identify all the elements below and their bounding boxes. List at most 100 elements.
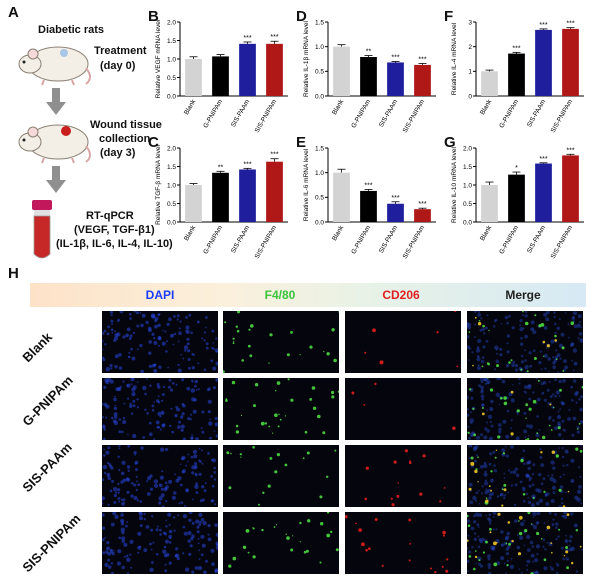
x-tick-label: SIS-PNIPAm: [550, 99, 575, 135]
y-axis-label: Relative IL-1β mRNA level: [303, 20, 310, 97]
bar-sis-pnipam: [562, 155, 579, 222]
y-tick-label: 1.5: [167, 38, 176, 45]
assay-label: RT-qPCR: [86, 210, 134, 222]
bar-g-pnipam: [360, 190, 377, 222]
y-tick-label: 1.5: [315, 145, 324, 152]
micrograph-sis-pnipam-cd206: [345, 512, 461, 574]
bar-blank: [333, 172, 350, 222]
micrograph-g-pnipam-cd206: [345, 378, 461, 440]
y-tick-label: 2: [468, 44, 472, 51]
y-tick-label: 0.0: [315, 219, 324, 226]
micrograph-sis-pnipam-dapi: [102, 512, 218, 574]
y-tick-label: 3: [468, 19, 472, 26]
row-label-sis-pnipam: SIS-PNIPAm: [19, 510, 84, 575]
y-tick-label: 1.0: [315, 44, 324, 51]
significance-label: ***: [539, 22, 547, 29]
x-tick-label: SIS-PAAm: [230, 99, 251, 129]
y-tick-label: 2.0: [167, 19, 176, 26]
significance-label: ***: [243, 35, 251, 42]
y-tick-label: 1: [468, 69, 472, 76]
y-tick-label: 0.5: [315, 195, 324, 202]
x-tick-label: Blank: [183, 224, 198, 242]
x-tick-label: Blank: [479, 224, 494, 242]
row-label-sis-paam: SIS-PAAm: [19, 439, 75, 495]
y-tick-label: 1.0: [463, 182, 472, 189]
x-tick-label: SIS-PNIPAm: [402, 99, 427, 135]
significance-label: ***: [243, 161, 251, 168]
micrograph-sis-paam-dapi: [102, 445, 218, 507]
significance-label: ***: [566, 21, 574, 28]
x-tick-label: Blank: [183, 98, 198, 116]
row-label-g-pnipam: G-PNIPAm: [19, 372, 76, 429]
panel-letter-h: H: [8, 265, 19, 282]
y-axis-label: Relative IL-6 mRNA level: [303, 148, 310, 221]
bar-sis-pnipam: [414, 209, 431, 222]
y-axis-label: Relative IL-4 mRNA level: [451, 22, 458, 95]
x-tick-label: SIS-PAAm: [378, 99, 399, 129]
x-tick-label: Blank: [331, 98, 346, 116]
significance-label: ***: [270, 34, 278, 41]
x-tick-label: G-PNIPAm: [498, 225, 520, 256]
significance-label: ***: [418, 56, 426, 63]
bar-sis-pnipam: [414, 64, 431, 96]
y-tick-label: 1.0: [167, 182, 176, 189]
micrograph-sis-paam-cd206: [345, 445, 461, 507]
genes-label-1: (VEGF, TGF-β1): [74, 224, 155, 236]
wound-label-1: Wound tissue: [90, 119, 162, 131]
column-header-merge: Merge: [505, 288, 541, 302]
y-tick-label: 1.5: [167, 164, 176, 171]
significance-label: *: [515, 165, 518, 172]
micrograph-g-pnipam-f480: [223, 378, 339, 440]
panel-letter-f: F: [444, 8, 454, 25]
wound-label-2: collection: [99, 133, 151, 145]
y-tick-label: 0.0: [167, 93, 176, 100]
bar-sis-paam: [535, 163, 552, 222]
x-tick-label: SIS-PAAm: [230, 225, 251, 255]
y-tick-label: 2.0: [167, 145, 176, 152]
micrograph-blank-f480: [223, 311, 339, 373]
significance-label: ***: [418, 201, 426, 208]
bar-sis-paam: [535, 29, 552, 96]
x-tick-label: G-PNIPAm: [498, 99, 520, 130]
column-header-dapi: DAPI: [145, 288, 175, 302]
significance-label: **: [218, 164, 224, 171]
x-tick-label: G-PNIPAm: [350, 225, 372, 256]
y-tick-label: 2.0: [463, 145, 472, 152]
bar-sis-paam: [239, 43, 256, 96]
x-tick-label: SIS-PNIPAm: [402, 225, 427, 261]
micrograph-sis-pnipam-f480: [223, 512, 339, 574]
x-tick-label: G-PNIPAm: [202, 225, 224, 256]
bar-blank: [185, 185, 202, 222]
significance-label: ***: [364, 182, 372, 189]
bar-sis-pnipam: [266, 161, 283, 222]
y-tick-label: 1.5: [463, 164, 472, 171]
significance-label: ***: [566, 147, 574, 154]
rat-illustration-top: [18, 46, 91, 86]
y-tick-label: 0.0: [463, 219, 472, 226]
bar-sis-paam: [387, 203, 404, 222]
panel-letter-g: G: [444, 134, 456, 151]
y-axis-label: Relative TGF-β mRNA level: [155, 145, 162, 225]
panel-letter-e: E: [296, 134, 307, 151]
x-tick-label: G-PNIPAm: [202, 99, 224, 130]
x-tick-label: SIS-PNIPAm: [254, 99, 279, 135]
bar-sis-paam: [387, 62, 404, 96]
chart-tgf-beta: Relative TGF-β mRNA level 0.0 0.5 1.0 1.5 2.0…: [155, 145, 288, 260]
y-tick-label: 1.0: [315, 170, 324, 177]
bar-g-pnipam: [508, 53, 525, 96]
bar-g-pnipam: [212, 56, 229, 96]
micrograph-blank-dapi: [102, 311, 218, 373]
bar-sis-paam: [239, 169, 256, 222]
panel-letter-a: A: [8, 4, 19, 21]
x-tick-label: G-PNIPAm: [350, 99, 372, 130]
y-tick-label: 1.0: [167, 56, 176, 63]
chart-il6: Relative IL-6 mRNA level 0.0 0.5 1.0 1.5 Blan…: [303, 145, 436, 261]
y-tick-label: 0.0: [167, 219, 176, 226]
micrograph-blank-cd206: [345, 311, 461, 373]
x-tick-label: Blank: [331, 224, 346, 242]
significance-label: ***: [270, 152, 278, 159]
bar-blank: [481, 185, 498, 222]
chart-il10: Relative IL-10 mRNA level 0.0 0.5 1.0 1.5 2.0…: [451, 145, 584, 260]
rat-illustration-wound: [18, 124, 91, 164]
panel-letter-c: C: [148, 134, 159, 151]
